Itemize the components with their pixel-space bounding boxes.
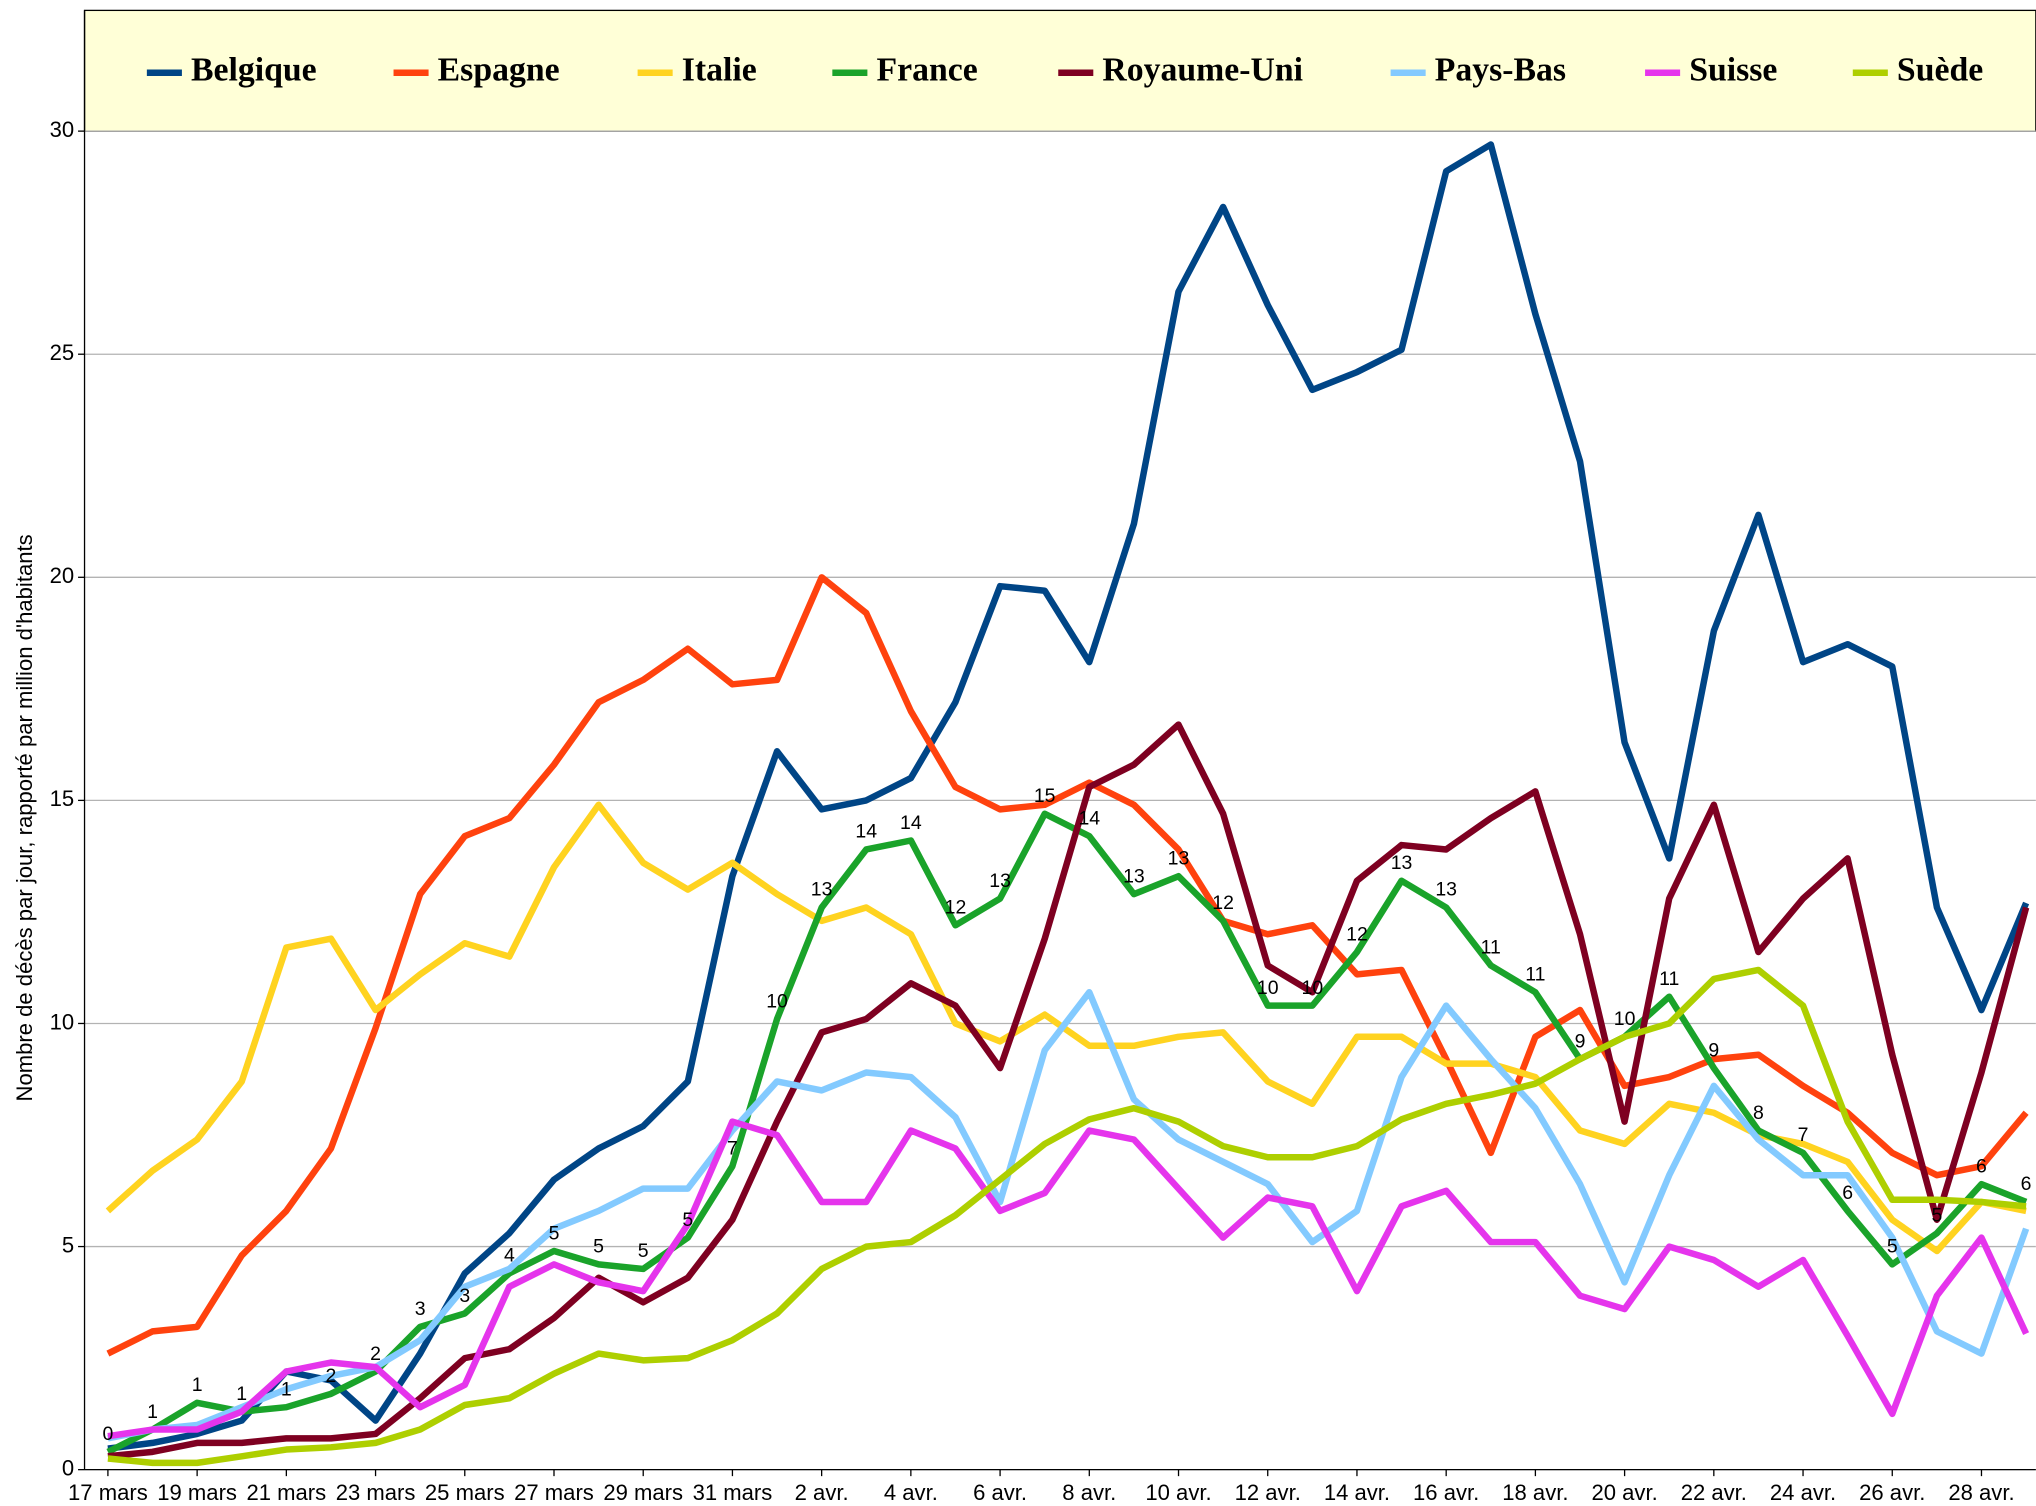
data-label: 12 — [945, 897, 967, 919]
legend-label: Belgique — [191, 51, 317, 88]
x-tick-label: 28 avr. — [1948, 1480, 2014, 1505]
legend-label: Pays-Bas — [1435, 51, 1566, 88]
data-label: 5 — [593, 1236, 604, 1258]
data-label: 3 — [415, 1298, 426, 1320]
x-tick-label: 31 mars — [693, 1480, 773, 1505]
x-tick-label: 26 avr. — [1859, 1480, 1925, 1505]
data-label: 11 — [1481, 937, 1501, 959]
x-tick-label: 23 mars — [336, 1480, 416, 1505]
series-line — [107, 989, 2030, 1442]
legend-label: Suisse — [1689, 51, 1777, 88]
series-line — [107, 1118, 2030, 1440]
x-tick-label: 18 avr. — [1502, 1480, 1568, 1505]
series-line — [107, 721, 2030, 1460]
data-label: 5 — [1887, 1236, 1898, 1258]
data-label: 5 — [1931, 1204, 1942, 1226]
legend-label: Espagne — [438, 51, 560, 88]
data-label: 13 — [1168, 847, 1190, 869]
data-label: 6 — [1842, 1182, 1853, 1204]
data-label: 14 — [1078, 807, 1100, 829]
series-line — [106, 574, 2029, 1357]
data-label: 13 — [1123, 865, 1145, 887]
legend-label: Italie — [682, 51, 757, 88]
data-label: 5 — [682, 1209, 693, 1231]
x-tick-label: 2 avr. — [795, 1480, 849, 1505]
data-label: 5 — [549, 1222, 560, 1244]
data-label: 1 — [192, 1374, 203, 1396]
data-label: 7 — [727, 1138, 738, 1160]
data-label: 6 — [1976, 1155, 1987, 1177]
data-label: 6 — [2021, 1173, 2032, 1195]
y-tick-label: 20 — [50, 563, 75, 588]
data-label: 12 — [1212, 892, 1234, 914]
x-tick-label: 20 avr. — [1591, 1480, 1657, 1505]
x-tick-label: 24 avr. — [1770, 1480, 1836, 1505]
x-tick-label: 8 avr. — [1062, 1480, 1116, 1505]
data-label: 13 — [1391, 852, 1413, 874]
data-label: 10 — [1257, 977, 1279, 999]
data-label: 10 — [1614, 1008, 1636, 1030]
data-label: 1 — [281, 1378, 292, 1400]
x-tick-label: 12 avr. — [1235, 1480, 1301, 1505]
data-label: 1 — [236, 1383, 247, 1405]
y-tick-label: 15 — [50, 786, 75, 811]
y-tick-label: 10 — [50, 1009, 75, 1034]
data-label: 13 — [1435, 879, 1457, 901]
x-tick-label: 27 mars — [514, 1480, 594, 1505]
data-label: 2 — [326, 1365, 337, 1387]
y-tick-label: 5 — [62, 1232, 74, 1257]
data-label: 2 — [370, 1343, 381, 1365]
series-line — [107, 141, 2030, 1452]
x-tick-label: 29 mars — [603, 1480, 683, 1505]
data-label: 12 — [1346, 923, 1368, 945]
data-label: 5 — [638, 1240, 649, 1262]
data-label: 7 — [1798, 1124, 1809, 1146]
data-label: 9 — [1708, 1039, 1719, 1061]
data-label: 3 — [459, 1285, 470, 1307]
legend-label: Royaume-Uni — [1102, 51, 1303, 88]
data-label: 1 — [147, 1401, 158, 1423]
y-axis-label: Nombre de décès par jour, rapporté par m… — [12, 534, 37, 1101]
data-label: 10 — [766, 990, 788, 1012]
data-label: 15 — [1034, 785, 1056, 807]
series-line — [105, 801, 2027, 1255]
x-tick-label: 17 mars — [68, 1480, 148, 1505]
data-label: 9 — [1575, 1030, 1586, 1052]
x-tick-label: 6 avr. — [973, 1480, 1027, 1505]
x-tick-label: 14 avr. — [1324, 1480, 1390, 1505]
data-label: 8 — [1753, 1102, 1764, 1124]
series-line — [106, 810, 2028, 1455]
data-label: 10 — [1302, 977, 1324, 999]
x-tick-label: 16 avr. — [1413, 1480, 1479, 1505]
data-label: 13 — [989, 870, 1011, 892]
data-label: 14 — [900, 812, 922, 834]
data-label: 11 — [1659, 968, 1679, 990]
x-tick-label: 21 mars — [246, 1480, 326, 1505]
series-line — [107, 966, 2027, 1467]
x-tick-label: 22 avr. — [1681, 1480, 1747, 1505]
x-tick-label: 10 avr. — [1145, 1480, 1211, 1505]
data-label: 14 — [855, 821, 877, 843]
y-tick-label: 30 — [50, 117, 75, 142]
y-tick-label: 0 — [62, 1455, 74, 1480]
x-tick-label: 4 avr. — [884, 1480, 938, 1505]
legend-label: Suède — [1897, 51, 1983, 88]
data-label: 13 — [811, 879, 833, 901]
data-label: 4 — [504, 1245, 515, 1267]
data-label: 11 — [1525, 964, 1545, 986]
legend-label: France — [876, 51, 977, 88]
x-tick-label: 19 mars — [157, 1480, 237, 1505]
data-label: 0 — [102, 1423, 113, 1445]
y-tick-label: 25 — [50, 340, 75, 365]
x-tick-label: 25 mars — [425, 1480, 505, 1505]
